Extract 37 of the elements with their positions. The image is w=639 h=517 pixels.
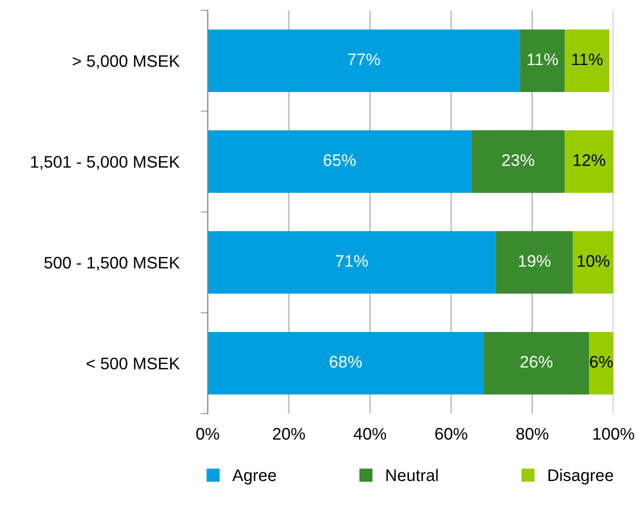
data-label: 68% [330,356,362,368]
data-label: 10% [578,255,610,267]
legend-label: Neutral [386,468,438,482]
bar [496,231,573,294]
data-label: 11% [528,53,558,66]
data-label: 65% [324,154,356,166]
bar [589,332,614,394]
data-label: 6% [590,356,613,368]
x-tick-label: 20% [272,428,305,440]
data-label: 26% [520,356,552,368]
bar [564,130,614,193]
bar [564,29,610,92]
bar [208,130,472,193]
data-label: 11% [572,53,603,66]
bar [520,29,565,92]
bar [471,130,565,193]
data-label: 19% [518,255,550,267]
bar [208,231,496,294]
x-tick-label: 100% [593,428,634,440]
bar [208,332,484,394]
data-label: 23% [502,154,534,166]
data-label: 77% [348,53,380,66]
y-tick-label: < 500 MSEK [86,358,180,370]
bar [572,231,614,294]
bar [484,332,590,394]
legend-label: Disagree [548,468,614,484]
y-tick-label: > 5,000 MSEK [72,55,180,69]
y-tick-label: 1,501 - 5,000 MSEK [31,156,180,170]
x-tick-label: 60% [435,428,468,440]
legend-label: Agree [232,470,276,484]
x-tick-label: 0% [196,428,220,440]
data-label: 12% [574,154,606,166]
x-tick-label: 80% [516,428,548,440]
y-tick-label: 500 - 1,500 MSEK [44,256,180,271]
bar [208,29,520,92]
x-tick-label: 40% [354,428,386,440]
data-label: 71% [336,255,368,267]
